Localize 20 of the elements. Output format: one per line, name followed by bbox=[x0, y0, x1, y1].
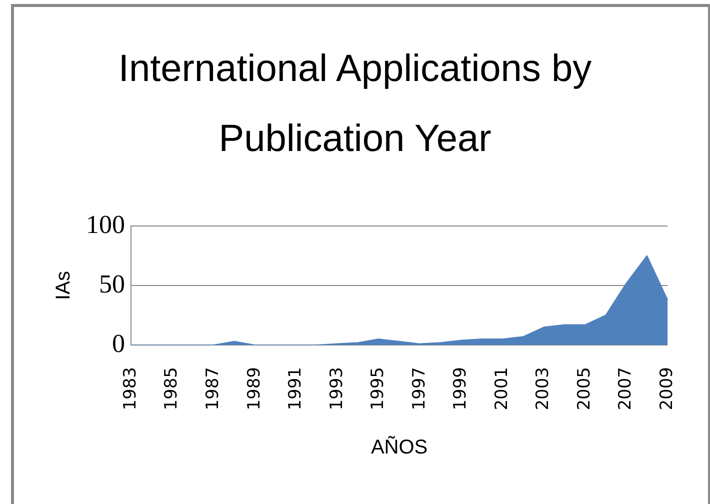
x-tick-label: 2003 bbox=[533, 367, 554, 410]
x-tick-label: 2007 bbox=[616, 367, 636, 410]
y-tick-label: 50 bbox=[99, 269, 125, 298]
y-tick-label: 100 bbox=[86, 210, 125, 239]
x-tick-label: 1989 bbox=[244, 367, 264, 410]
x-tick-label: 1999 bbox=[450, 367, 471, 410]
x-tick-label: 2005 bbox=[574, 367, 594, 410]
x-tick-label: 1993 bbox=[326, 367, 347, 410]
y-axis-title: IAs bbox=[52, 271, 75, 300]
x-tick-label: 1991 bbox=[286, 367, 306, 410]
x-tick-label: 1997 bbox=[409, 367, 430, 410]
y-tick-label: 0 bbox=[112, 328, 125, 358]
x-axis-title: AÑOS bbox=[370, 436, 428, 459]
x-tick-label: 1995 bbox=[368, 367, 388, 410]
x-tick-label: 1987 bbox=[202, 367, 223, 410]
x-tick-label: 2001 bbox=[492, 367, 512, 410]
x-tick-label: 2009 bbox=[657, 367, 678, 410]
x-tick-label: 1983 bbox=[120, 367, 140, 410]
chart-title: International Applications by Publication Year bbox=[117, 47, 593, 162]
x-tick-label: 1985 bbox=[162, 367, 182, 410]
